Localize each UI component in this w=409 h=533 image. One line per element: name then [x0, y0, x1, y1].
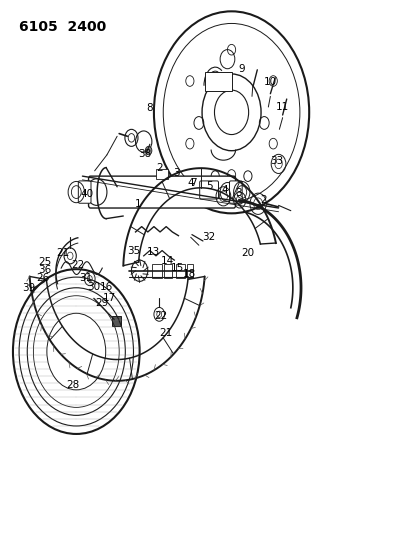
Text: 22: 22 — [154, 311, 167, 321]
Text: 20: 20 — [240, 248, 254, 257]
Text: 40: 40 — [80, 189, 93, 199]
Bar — [204, 72, 231, 91]
Text: 33: 33 — [270, 156, 283, 166]
Bar — [164, 264, 172, 278]
Text: 4: 4 — [221, 185, 228, 196]
Text: 8: 8 — [146, 103, 153, 113]
Text: 38: 38 — [137, 149, 151, 159]
Text: 7: 7 — [189, 178, 196, 188]
Text: 39: 39 — [22, 283, 36, 293]
Text: 18: 18 — [182, 269, 196, 279]
Text: 28: 28 — [66, 379, 79, 390]
Circle shape — [145, 147, 151, 155]
Text: 3: 3 — [235, 188, 242, 198]
Text: 3: 3 — [173, 168, 179, 179]
Bar — [186, 264, 192, 278]
Text: 2: 2 — [260, 195, 267, 205]
Bar — [176, 264, 185, 278]
Text: 15: 15 — [170, 263, 183, 272]
Text: 13: 13 — [146, 247, 160, 257]
Text: 21: 21 — [159, 328, 172, 338]
Text: 26: 26 — [36, 273, 50, 282]
Text: 31: 31 — [79, 273, 92, 282]
Text: 16: 16 — [100, 282, 113, 292]
Text: 29: 29 — [95, 297, 108, 308]
Text: 5: 5 — [205, 181, 212, 191]
Text: 30: 30 — [87, 282, 100, 292]
Bar — [112, 317, 121, 326]
FancyBboxPatch shape — [199, 181, 218, 199]
Text: 36: 36 — [38, 265, 51, 274]
Text: 1: 1 — [134, 199, 141, 209]
FancyBboxPatch shape — [88, 176, 235, 208]
Text: 22: 22 — [72, 260, 85, 270]
Text: 2: 2 — [156, 163, 163, 173]
Text: 32: 32 — [202, 232, 215, 243]
Text: 6105  2400: 6105 2400 — [19, 20, 106, 34]
Text: 17: 17 — [103, 293, 116, 303]
Text: 21: 21 — [56, 248, 69, 257]
Text: 11: 11 — [275, 102, 289, 112]
FancyBboxPatch shape — [78, 181, 91, 203]
Text: 9: 9 — [238, 64, 245, 74]
Text: 14: 14 — [160, 256, 173, 265]
Text: 25: 25 — [38, 257, 51, 267]
Bar — [151, 264, 162, 278]
Bar — [155, 169, 168, 179]
Text: 4: 4 — [187, 178, 193, 188]
Text: 35: 35 — [127, 246, 140, 256]
FancyBboxPatch shape — [229, 181, 242, 203]
Text: 10: 10 — [263, 77, 276, 87]
